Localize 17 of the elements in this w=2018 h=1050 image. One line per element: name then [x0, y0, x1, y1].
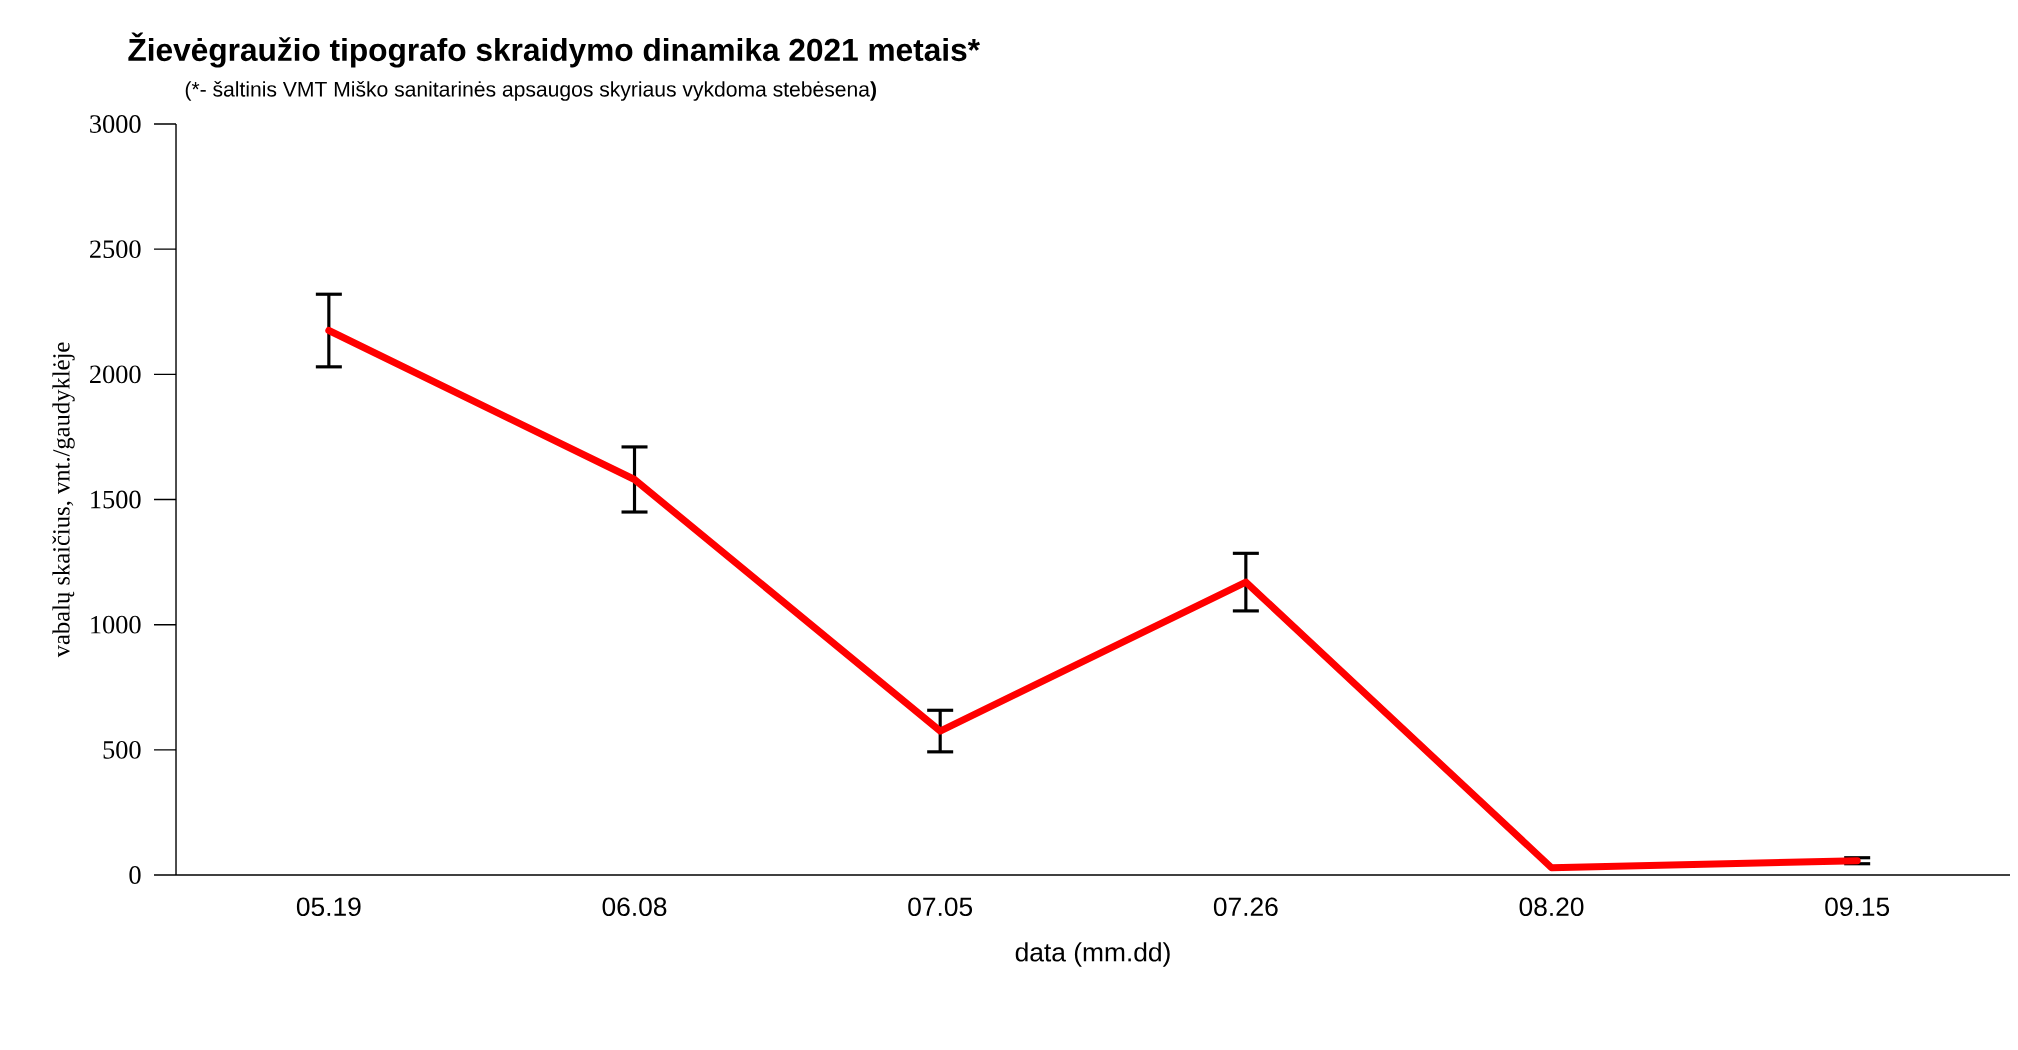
y-tick-label: 2000: [90, 365, 141, 384]
y-tick-label: 1000: [91, 615, 141, 634]
y-tick-label: 3000: [90, 115, 141, 133]
y-tick-label: 500: [103, 740, 141, 759]
chart-title: Žievėgraužio tipografo skraidymo dinamika 2021 metais*: [128, 32, 980, 68]
x-tick-label: 07.05: [908, 897, 973, 917]
y-axis-title: vabalų skaičius, vnt./gaudyklėje: [52, 342, 75, 658]
x-tick-label: 08.20: [1519, 897, 1584, 917]
x-tick-label: 07.26: [1213, 897, 1278, 917]
x-tick-label: 06.08: [602, 897, 667, 917]
x-axis-title: data (mm.dd): [1015, 942, 1170, 967]
chart-subtitle: (*- šaltinis VMT Miško sanitarinės apsaugos skyriaus vykdoma stebėsena): [185, 81, 876, 101]
y-tick-label: 2500: [90, 240, 141, 259]
x-tick-label: 09.15: [1825, 897, 1890, 917]
x-tick-label: 05.19: [296, 897, 361, 917]
y-tick-label: 0: [129, 866, 141, 884]
y-tick-label: 1500: [91, 490, 141, 509]
